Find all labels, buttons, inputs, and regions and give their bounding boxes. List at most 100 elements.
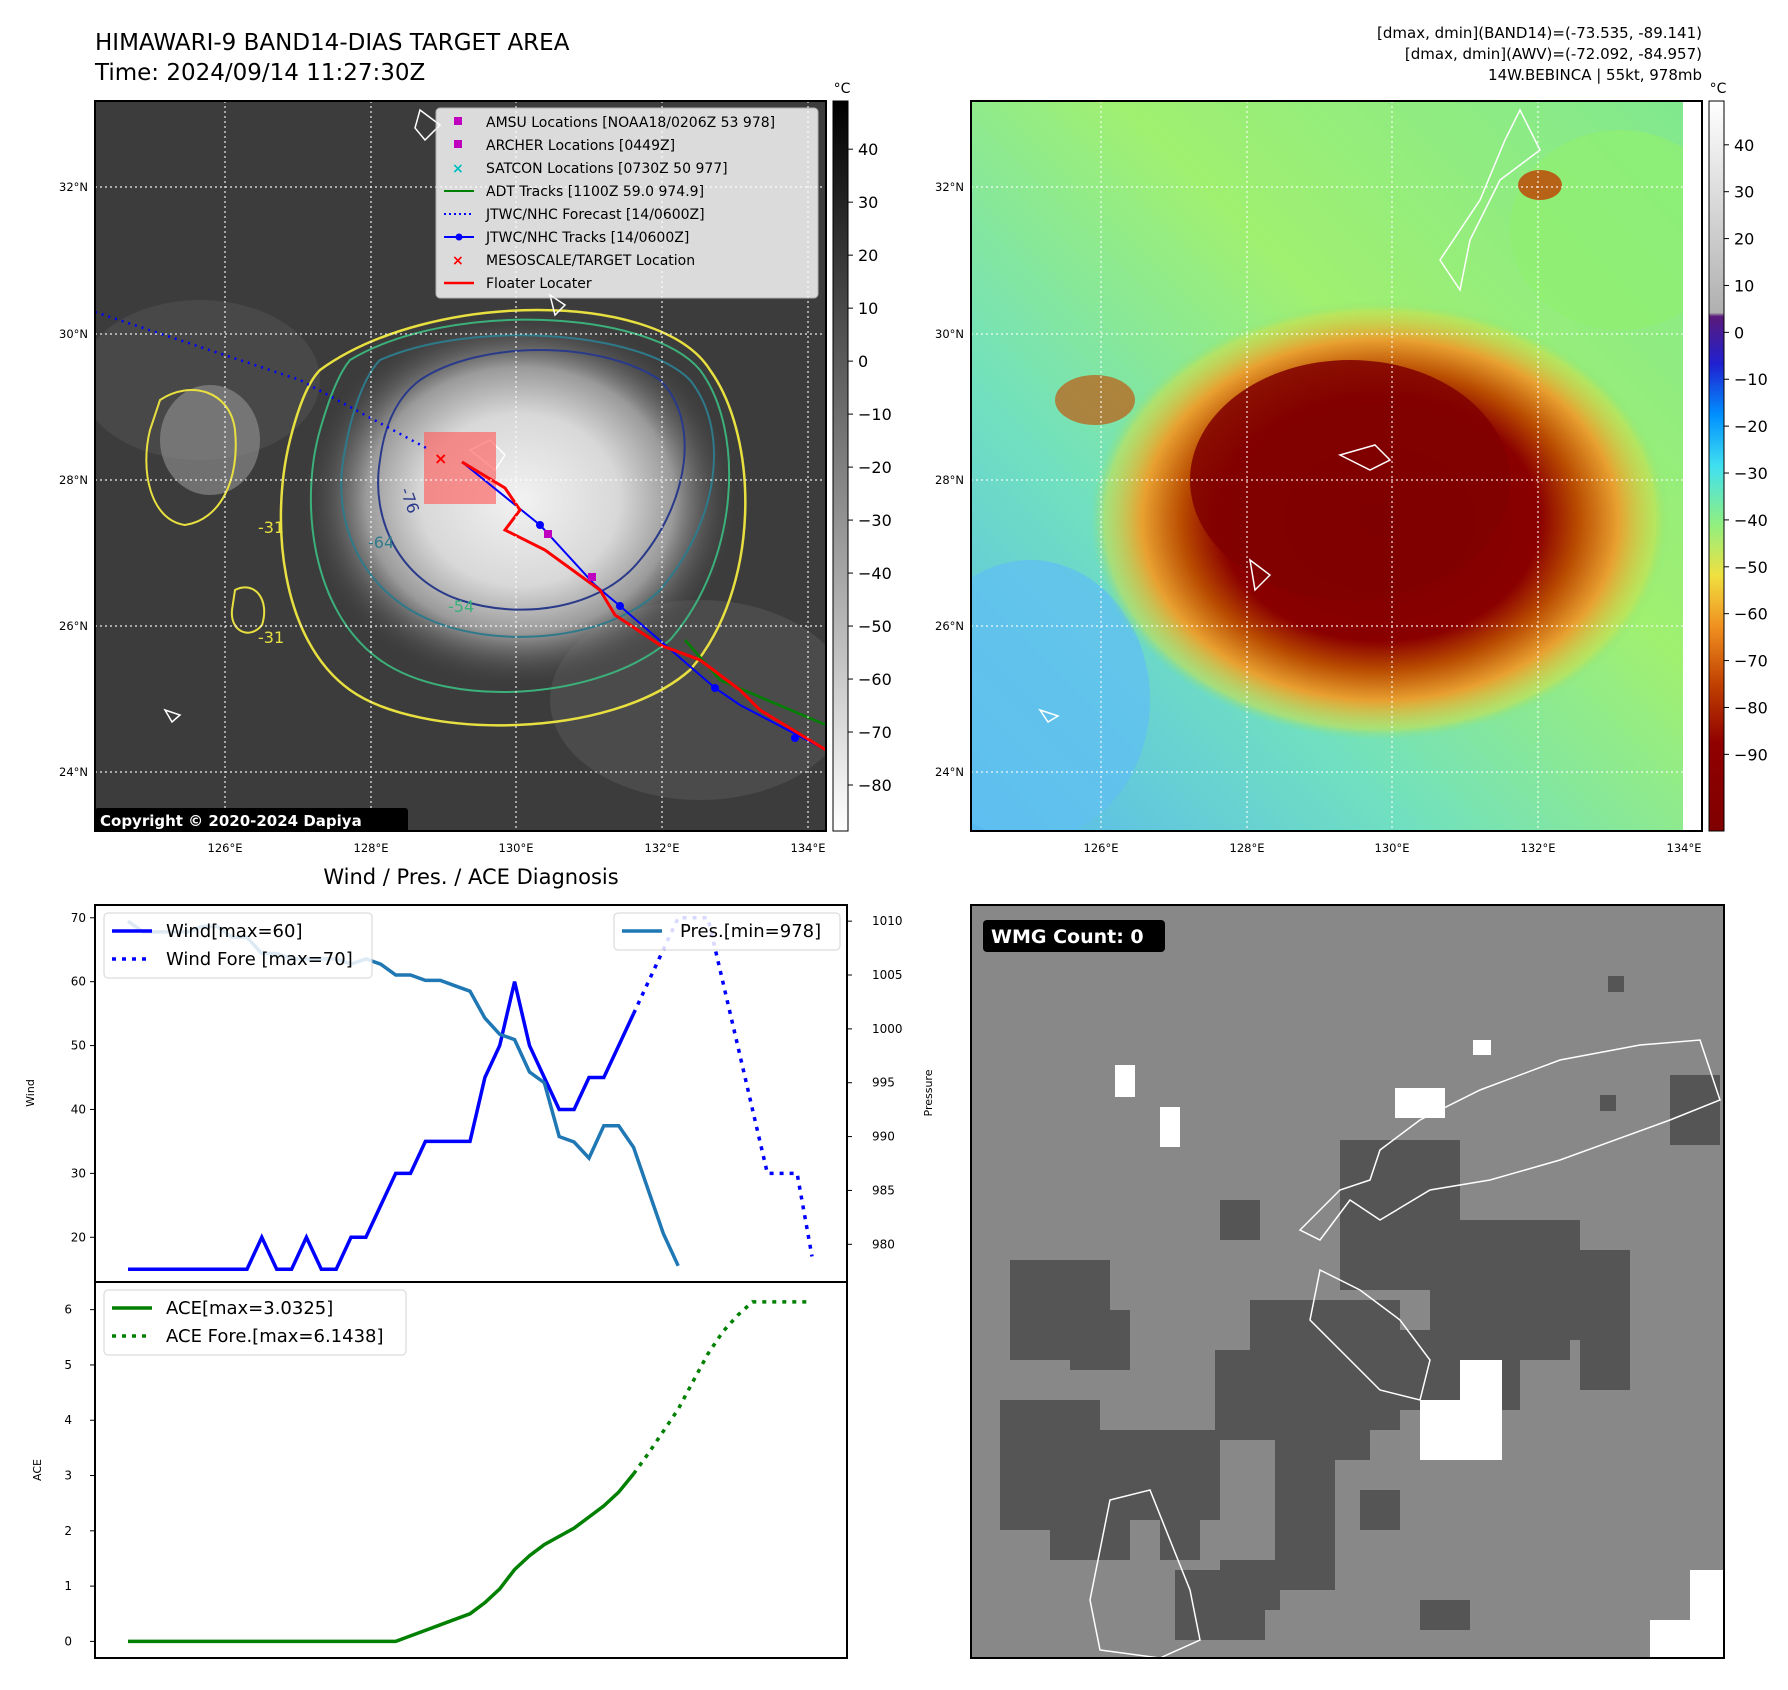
pressure-axis-label: Pressure [922,1069,935,1116]
svg-text:132°E: 132°E [1521,841,1556,855]
colorbar-tick: −70 [858,723,892,742]
colorbar-tick: −40 [1734,511,1768,530]
wmg-count-text: WMG Count: 0 [991,926,1144,948]
contour-label: -31 [258,518,284,537]
colorbar-tick: −70 [1734,652,1768,671]
ace-forecast-series-line [632,1300,812,1475]
pressure-tick-label: 980 [872,1237,895,1251]
wind-legend: Wind[max=60] Wind Fore [max=70] [103,912,373,979]
chart-title: Wind / Pres. / ACE Diagnosis [323,865,618,889]
svg-text:128°E: 128°E [1230,841,1265,855]
wind-tick-label: 70 [71,911,86,925]
svg-text:°C: °C [1710,81,1727,97]
wmg-dark-cells [1000,976,1720,1640]
legend-item: Pres.[min=978] [680,921,821,942]
color-colorbar: °C 40 30 20 10 0 −10 −20 −30 −40 −50 −60 −70 −80 −90 [1708,81,1768,832]
colorbar-tick: −20 [858,458,892,477]
ace-tick-label: 0 [64,1634,72,1648]
svg-text:128°E: 128°E [354,841,389,855]
contour-label: -31 [258,628,284,647]
ir-lat-labels: 32°N 30°N 28°N 26°N 24°N [59,180,88,779]
wmg-white-cells [1115,1040,1724,1658]
pressure-tick-label: 1010 [872,914,903,928]
pressure-tick-label: 1000 [872,1022,903,1036]
ace-axis-label: ACE [31,1459,44,1481]
amsu-marker [544,530,552,538]
colorbar-tick: −80 [858,776,892,795]
target-marker: × [434,449,447,468]
ace-tick-label: 2 [64,1524,72,1538]
svg-text:32°N: 32°N [935,180,964,194]
colorbar-tick: −40 [858,564,892,583]
svg-text:130°E: 130°E [1375,841,1410,855]
legend-item: MESOSCALE/TARGET Location [486,253,695,269]
svg-text:30°N: 30°N [935,327,964,341]
cloud-mass [300,310,740,690]
colorbar-tick: −50 [858,617,892,636]
colorbar-tick: −80 [1734,698,1768,717]
wmg-count-badge [983,920,1165,952]
svg-text:130°E: 130°E [499,841,534,855]
svg-text:24°N: 24°N [59,765,88,779]
ace-tick-label: 4 [64,1413,72,1427]
legend-item: Wind Fore [max=70] [166,949,353,970]
info-line-2: [dmax, dmin](AWV)=(-72.092, -84.957) [1405,45,1702,63]
colorbar-tick: −30 [1734,464,1768,483]
ir-image-panel: × -76 -64 -54 -31 -31 [59,100,827,855]
pressure-tick-label: 990 [872,1130,895,1144]
no-data-strip [1683,101,1702,831]
forecast-track [95,310,431,452]
colorbar-tick: 30 [858,193,878,212]
pressure-tick-label: 985 [872,1183,895,1197]
colorbar-tick: −20 [1734,417,1768,436]
archer-marker [588,573,596,581]
svg-text:134°E: 134°E [1667,841,1702,855]
svg-text:126°E: 126°E [208,841,243,855]
legend-item: Wind[max=60] [166,921,303,942]
ir-legend: AMSU Locations [NOAA18/0206Z 53 978] ARC… [435,107,819,299]
legend-item: ARCHER Locations [0449Z] [486,138,675,154]
pressure-legend: Pres.[min=978] [613,912,841,951]
contour-label: -64 [368,533,394,552]
gray-colorbar: °C 40 30 20 10 0 −10 −20 −30 −40 −50 −60 −70 −80 [832,81,892,832]
svg-text:126°E: 126°E [1084,841,1119,855]
adt-track [684,639,826,727]
copyright-text: Copyright © 2020-2024 Dapiya [100,812,362,830]
wind-tick-label: 50 [71,1039,86,1053]
svg-text:24°N: 24°N [935,765,964,779]
wmg-coastline [1298,1039,1721,1241]
awv-lat-labels: 32°N 30°N 28°N 26°N 24°N [935,180,964,779]
legend-item: ADT Tracks [1100Z 59.0 974.9] [486,184,704,200]
colorbar-tick: 40 [858,140,878,159]
svg-text:28°N: 28°N [59,473,88,487]
wind-tick-label: 30 [71,1166,86,1180]
svg-text:134°E: 134°E [791,841,826,855]
ace-tick-label: 1 [64,1579,72,1593]
pressure-tick-label: 1005 [872,968,903,982]
wind-pressure-chart: 20 30 40 50 60 70 980 985 990 995 1000 1005 1010 Wi… [24,904,935,1283]
target-area-box [424,432,496,504]
title-line-1: HIMAWARI-9 BAND14-DIAS TARGET AREA [95,30,570,56]
legend-item: ACE Fore.[max=6.1438] [166,1326,384,1347]
svg-text:132°E: 132°E [645,841,680,855]
colorbar-tick: −10 [1734,370,1768,389]
legend-item: Floater Locater [486,276,592,292]
contour-edge [279,308,747,727]
wind-tick-label: 40 [71,1102,86,1116]
colorbar-tick: −10 [858,405,892,424]
info-line-1: [dmax, dmin](BAND14)=(-73.535, -89.141) [1377,24,1702,42]
wind-tick-label: 60 [71,975,86,989]
colorbar-tick: 10 [858,299,878,318]
svg-text:°C: °C [834,81,851,97]
colorbar-tick: 20 [858,246,878,265]
awv-lon-labels: 126°E 128°E 130°E 132°E 134°E [1084,841,1702,855]
legend-item: JTWC/NHC Forecast [14/0600Z] [485,207,705,223]
ir-lon-labels: 126°E 128°E 130°E 132°E 134°E [208,841,826,855]
wind-axis-label: Wind [24,1079,37,1107]
ace-series-line [128,1472,635,1644]
wind-tick-label: 20 [71,1230,86,1244]
title-line-2: Time: 2024/09/14 11:27:30Z [94,60,425,86]
colorbar-tick: 0 [1734,323,1744,342]
ace-legend: ACE[max=3.0325] ACE Fore.[max=6.1438] [103,1289,407,1356]
